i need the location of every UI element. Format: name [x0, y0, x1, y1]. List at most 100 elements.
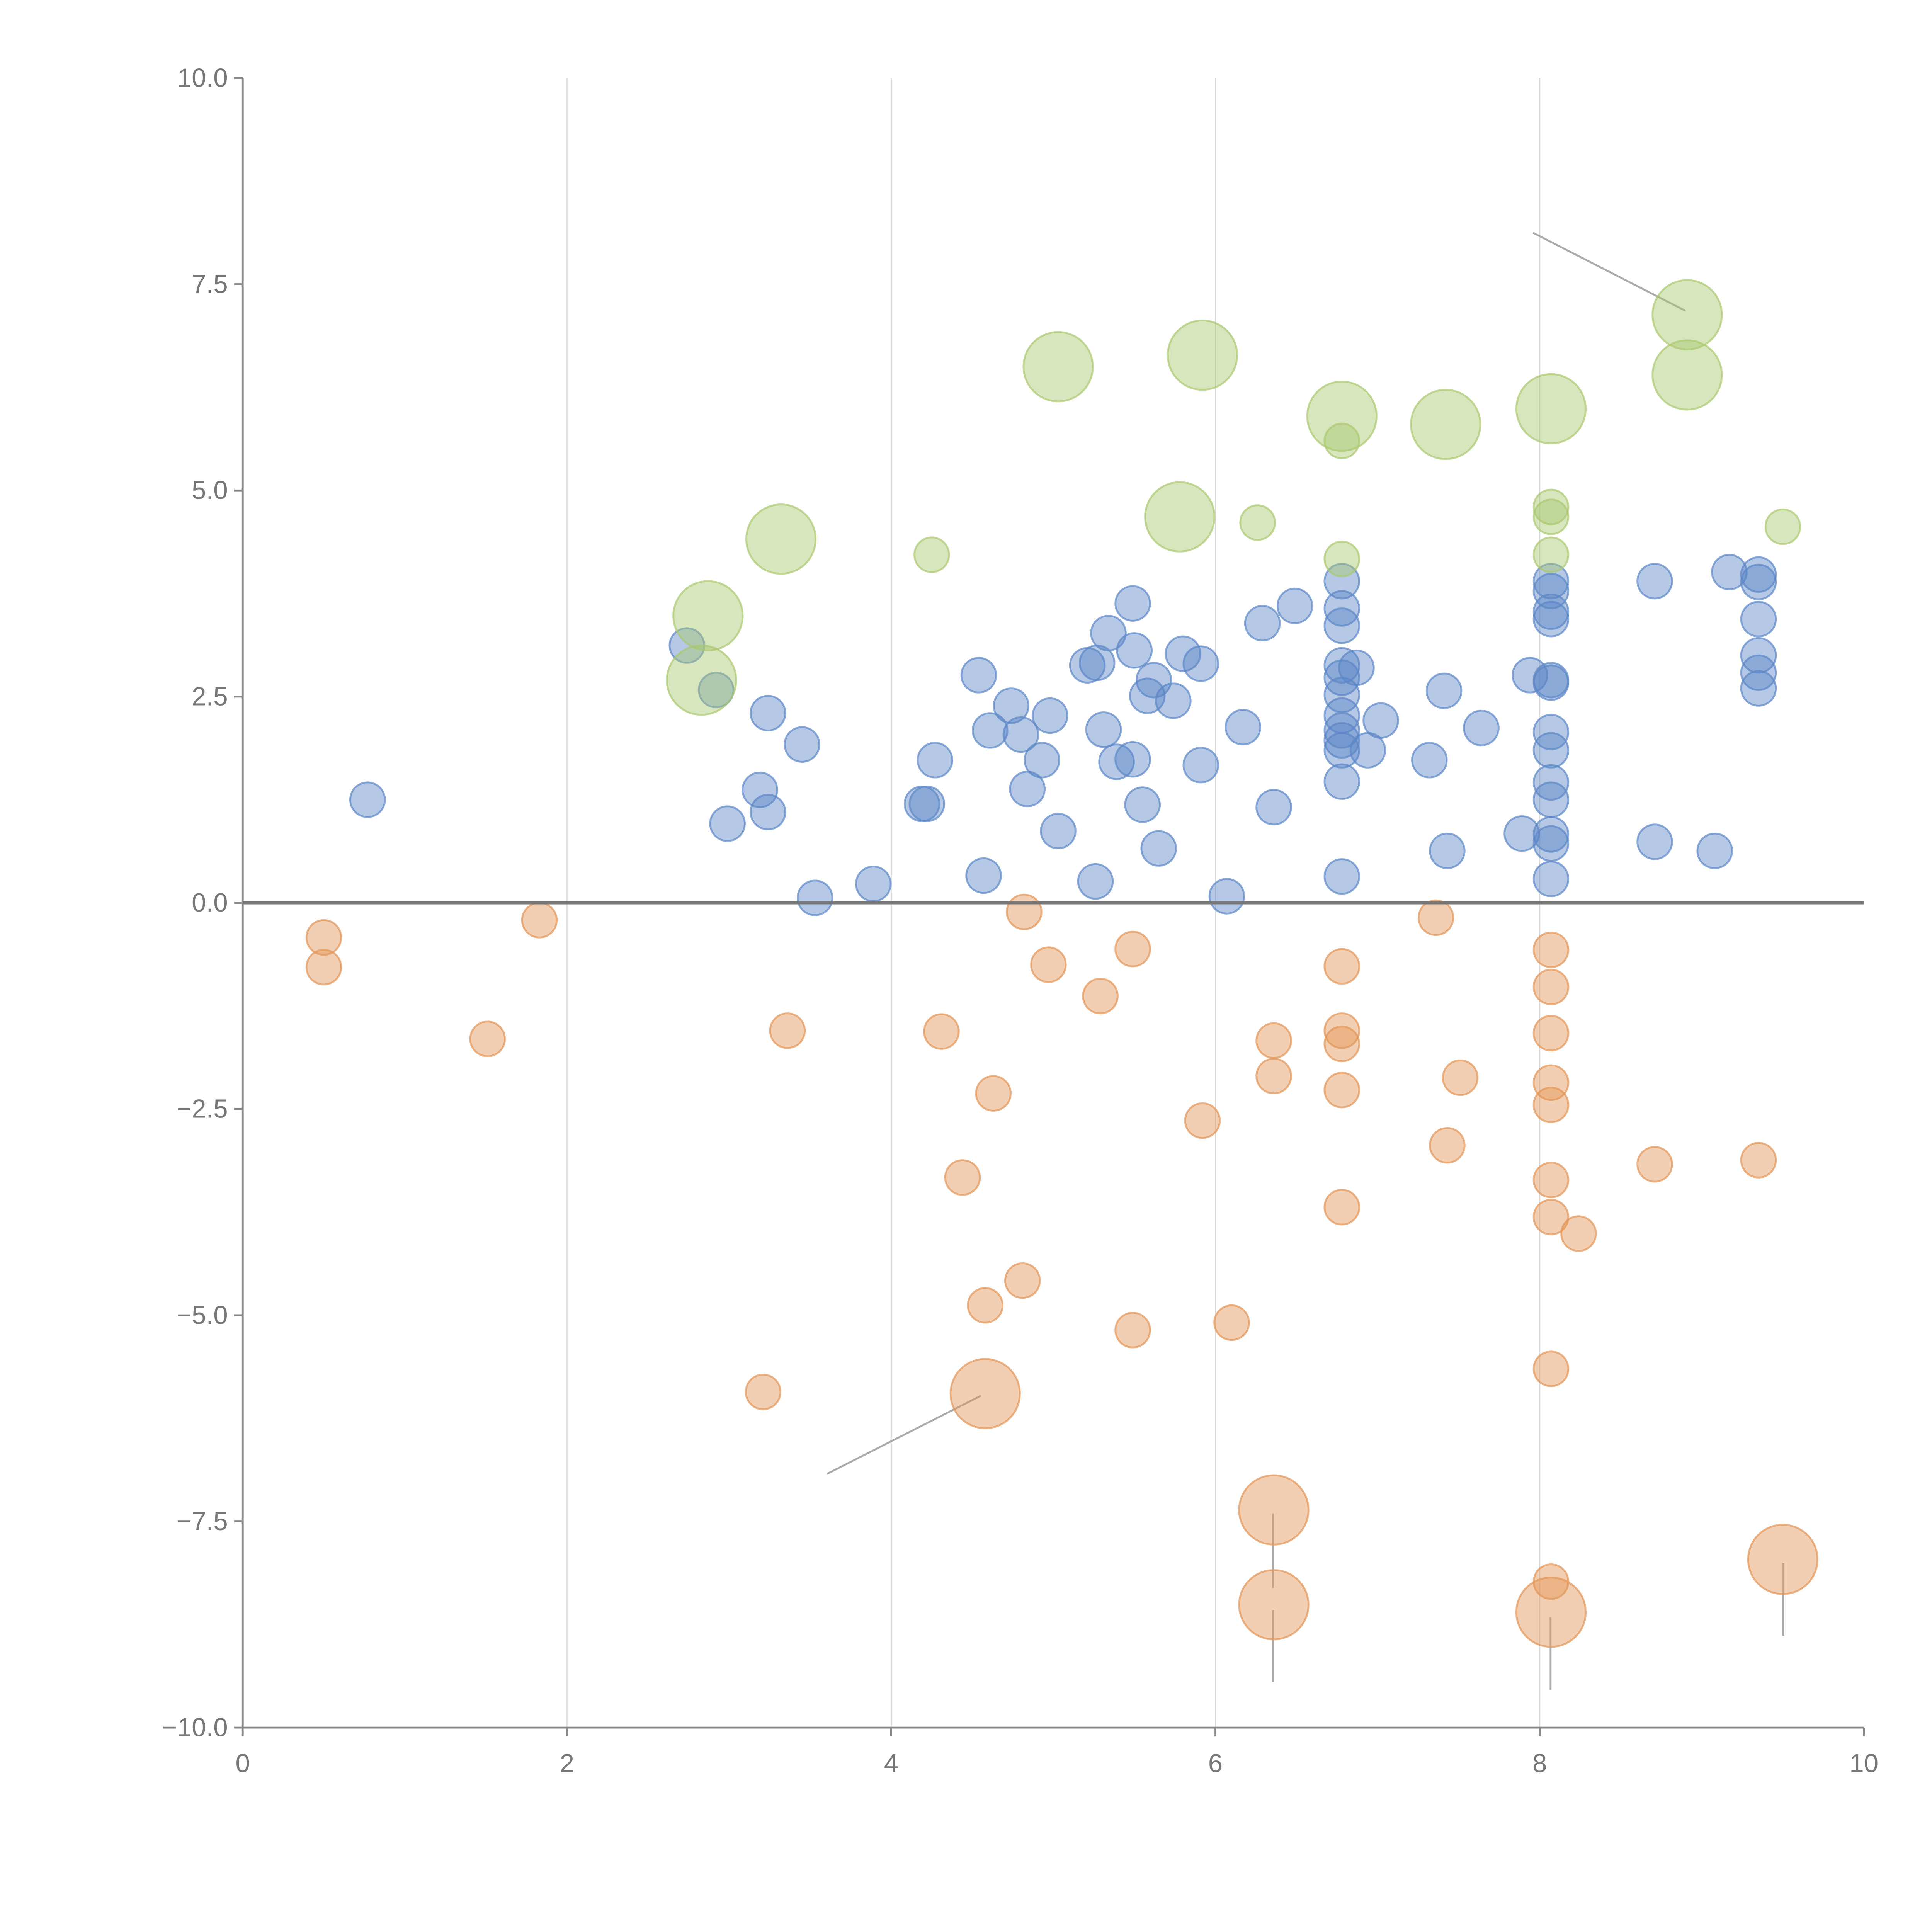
data-point-green [1532, 536, 1570, 573]
data-point-blue [917, 742, 953, 779]
data-point-blue [1429, 832, 1466, 869]
data-point-blue [1740, 563, 1777, 600]
data-point-orange [923, 1013, 960, 1050]
data-point-green [1239, 504, 1276, 541]
data-point-orange [1560, 1215, 1597, 1252]
data-point-orange [1082, 978, 1119, 1015]
data-point-orange [1532, 1087, 1570, 1123]
y-tick-label: 0.0 [192, 888, 228, 917]
data-point-blue [972, 712, 1009, 749]
data-point-blue [1532, 563, 1570, 600]
data-point-orange [1323, 1026, 1361, 1062]
data-point-blue [1165, 635, 1201, 672]
data-point-orange [1255, 1022, 1292, 1059]
y-tick-label: 7.5 [192, 270, 228, 299]
leader-line [827, 1395, 981, 1475]
data-point-blue [349, 781, 386, 818]
data-point-orange [1532, 1199, 1570, 1236]
y-tick-label: −7.5 [177, 1507, 228, 1536]
data-point-blue [908, 786, 945, 822]
data-point-green [1144, 481, 1216, 553]
data-point-orange [1532, 968, 1570, 1005]
data-point-orange [745, 1374, 782, 1410]
data-point-orange [1532, 1350, 1570, 1387]
data-point-orange [1323, 1012, 1361, 1049]
data-point-orange [1515, 1577, 1587, 1648]
data-point-green [672, 580, 744, 651]
data-point-blue [1182, 645, 1219, 682]
data-point-orange [949, 1358, 1021, 1429]
data-point-orange [1747, 1524, 1819, 1595]
data-point-blue [1362, 702, 1399, 739]
data-point-orange [1323, 1071, 1361, 1109]
data-point-blue [1140, 830, 1177, 867]
data-point-blue [1124, 786, 1161, 823]
data-point-blue [1135, 662, 1172, 699]
x-tick-label: 2 [560, 1749, 574, 1778]
data-point-blue [796, 879, 833, 917]
data-point-blue [1323, 858, 1361, 895]
data-point-blue [1323, 712, 1361, 749]
data-point-orange [1323, 1189, 1361, 1226]
data-point-orange [1004, 1262, 1041, 1299]
data-point-blue [1411, 742, 1448, 779]
data-point-orange [1255, 1058, 1292, 1095]
x-tick-label: 4 [884, 1749, 898, 1778]
data-point-orange [1532, 931, 1570, 968]
data-point-blue [1077, 863, 1114, 900]
leader-line [1532, 232, 1686, 312]
data-point-green [666, 645, 737, 716]
data-point-blue [1740, 600, 1777, 638]
data-point-blue [1532, 861, 1570, 897]
data-point-orange [967, 1287, 1004, 1324]
data-point-orange [944, 1159, 981, 1196]
data-point-green [1651, 279, 1723, 350]
data-point-blue [965, 857, 1002, 894]
data-point-blue [1532, 664, 1570, 701]
data-point-orange [305, 919, 342, 956]
data-point-orange [1006, 893, 1043, 930]
data-point-green [1651, 339, 1723, 411]
data-point-blue [1532, 816, 1570, 853]
data-point-blue [750, 794, 786, 831]
data-point-orange [469, 1020, 506, 1058]
data-point-blue [1040, 813, 1077, 850]
x-tick-label: 0 [235, 1749, 250, 1778]
y-tick-label: 10.0 [177, 63, 228, 92]
data-point-blue [1323, 647, 1361, 684]
data-point-green [1306, 380, 1378, 452]
data-point-blue [1114, 741, 1151, 778]
data-point-blue [1116, 632, 1153, 669]
data-point-orange [1213, 1304, 1250, 1341]
y-tick-label: 2.5 [192, 682, 228, 711]
data-point-blue [1532, 600, 1570, 638]
data-point-blue [1532, 732, 1570, 769]
data-point-blue [1636, 563, 1673, 600]
data-point-blue [784, 726, 820, 763]
data-point-blue [1098, 743, 1135, 780]
data-point-green [1532, 488, 1570, 526]
data-point-blue [1002, 716, 1039, 753]
data-point-orange [521, 902, 558, 939]
x-tick-label: 6 [1208, 1749, 1223, 1778]
data-point-blue [1740, 556, 1777, 593]
axes: 0 2 4 6 8 10 10.0 7.5 5.0 2.5 0.0 −2.5 −5.0 −7.5 −10.0 [162, 63, 1878, 1778]
data-point-blue [1323, 763, 1361, 800]
data-point-orange [1030, 946, 1067, 983]
data-point-blue [698, 672, 735, 709]
data-point-green [1515, 373, 1587, 445]
data-point-blue [1512, 657, 1548, 694]
data-point-blue [1225, 709, 1262, 746]
data-point-orange [1184, 1102, 1221, 1139]
data-point-orange [1238, 1474, 1310, 1546]
data-point-green [1323, 541, 1361, 577]
data-point-orange [769, 1012, 806, 1049]
data-point-blue [1155, 682, 1192, 719]
y-tick-label: −10.0 [162, 1713, 228, 1742]
data-point-blue [855, 866, 892, 902]
data-point-blue [1740, 670, 1777, 707]
annotation-leader-lines [827, 232, 1784, 1690]
data-point-blue [1323, 607, 1361, 644]
data-point-blue [709, 805, 746, 842]
